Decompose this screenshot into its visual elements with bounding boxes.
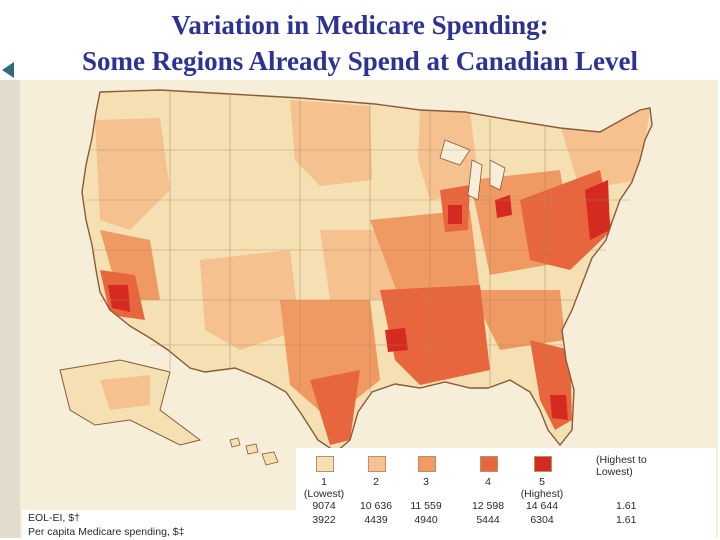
region-pacific-nw	[95, 118, 170, 230]
alaska-region	[100, 375, 150, 410]
legend-row-labels: EOL-EI, $† Per capita Medicare spending,…	[22, 510, 298, 540]
category-1-medicare: 3922	[312, 514, 336, 526]
region-borders	[86, 92, 640, 392]
swatch-4	[480, 456, 498, 472]
slide-bullet-icon	[2, 62, 14, 78]
legend: 1 2 3 4 5 (Lowest) (Highest) 9074 10 636…	[296, 448, 716, 540]
row-label-eol-ei: EOL-EI, $†	[28, 512, 80, 524]
region-louisiana	[385, 328, 408, 352]
region-deep-south	[380, 285, 490, 385]
title-line-1: Variation in Medicare Spending:	[171, 10, 549, 40]
region-los-angeles	[108, 285, 130, 312]
category-4-medicare: 5444	[476, 514, 500, 526]
category-3-number: 3	[423, 476, 429, 488]
category-1-eol-ei: 9074	[312, 500, 336, 512]
region-detroit	[495, 195, 512, 218]
region-north-plains	[290, 100, 372, 186]
scan-edge	[0, 80, 22, 538]
region-mid-mississippi	[370, 210, 480, 300]
scale-note: (Highest to Lowest)	[596, 454, 647, 478]
category-4-number: 4	[485, 476, 491, 488]
region-chicago-core	[448, 205, 462, 224]
swatch-5	[534, 456, 552, 472]
category-2-number: 2	[373, 476, 379, 488]
lake-superior	[439, 139, 471, 166]
category-3-medicare: 4940	[414, 514, 438, 526]
region-south-texas	[310, 370, 360, 445]
hawaii	[229, 437, 279, 466]
region-miami	[550, 395, 568, 420]
ratio-medicare: 1.61	[616, 514, 637, 526]
category-5-medicare: 6304	[530, 514, 554, 526]
region-new-york-nj	[585, 180, 610, 240]
swatch-3	[418, 456, 436, 472]
category-5-note: (Highest)	[520, 488, 564, 500]
swatch-2	[368, 456, 386, 472]
ratio-eol-ei: 1.61	[616, 500, 637, 512]
category-4-eol-ei: 12 598	[471, 500, 505, 512]
category-5-eol-ei: 14 644	[525, 500, 559, 512]
region-southeast	[470, 290, 565, 350]
category-2-eol-ei: 10 636	[359, 500, 393, 512]
category-2-medicare: 4439	[364, 514, 388, 526]
category-5-number: 5	[539, 476, 545, 488]
region-central-plains	[320, 230, 400, 300]
category-3-eol-ei: 11 559	[410, 500, 442, 512]
category-1-note: (Lowest)	[303, 488, 345, 500]
category-1-number: 1	[321, 476, 327, 488]
us-outline	[81, 89, 653, 453]
title-line-2: Some Regions Already Spend at Canadian L…	[81, 46, 639, 76]
swatch-1	[316, 456, 334, 472]
row-label-medicare: Per capita Medicare spending, $‡	[28, 526, 185, 538]
